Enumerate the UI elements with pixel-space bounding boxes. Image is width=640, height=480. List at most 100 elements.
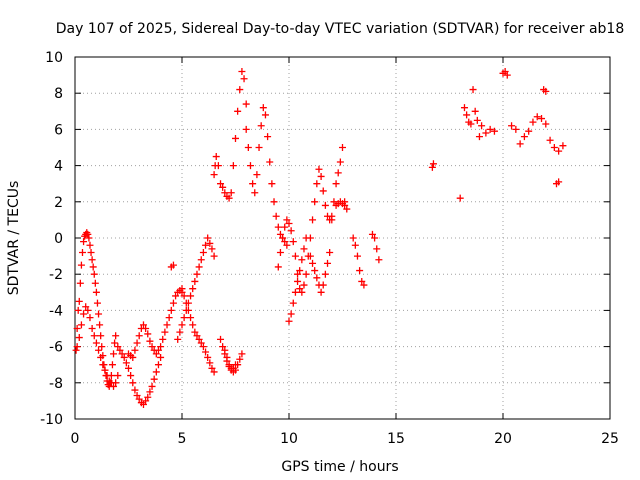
data-point: [285, 220, 293, 228]
y-tick-label: 0: [54, 231, 63, 247]
y-tick-label: 8: [54, 86, 63, 102]
data-point: [75, 334, 83, 342]
data-point: [482, 129, 490, 137]
data-point: [264, 133, 272, 141]
data-point: [191, 328, 199, 336]
data-point: [204, 353, 212, 361]
data-point: [154, 361, 162, 369]
data-point: [99, 361, 107, 369]
data-point: [167, 306, 175, 314]
data-point: [428, 163, 436, 171]
data-point: [154, 346, 162, 354]
data-point: [77, 261, 85, 269]
data-point: [238, 350, 246, 358]
data-point: [279, 234, 287, 242]
data-point: [227, 189, 235, 197]
data-point: [321, 201, 329, 209]
data-point: [146, 337, 154, 345]
x-axis-ticks: 0 5 10 15 20 25: [71, 57, 619, 447]
data-point: [501, 67, 509, 75]
data-point: [375, 256, 383, 264]
x-tick-label: 0: [71, 431, 80, 447]
data-point: [91, 279, 99, 287]
data-point: [538, 115, 546, 123]
data-point: [110, 350, 118, 358]
y-axis-ticks: -10 -8 -6 -4 -2 0 2 4 6 8 10: [40, 50, 610, 428]
data-point: [309, 259, 317, 267]
data-point: [114, 372, 122, 380]
data-point: [300, 245, 308, 253]
x-tick-label: 25: [601, 431, 619, 447]
data-point: [108, 361, 116, 369]
y-tick-label: 6: [54, 122, 63, 138]
data-point: [80, 238, 88, 246]
data-point: [490, 127, 498, 135]
data-point: [529, 118, 537, 126]
data-point: [368, 230, 376, 238]
data-point: [324, 259, 332, 267]
data-point: [219, 343, 227, 351]
data-point: [238, 67, 246, 75]
data-point: [187, 292, 195, 300]
data-point: [112, 379, 120, 387]
y-tick-label: -2: [49, 267, 63, 283]
data-point: [163, 321, 171, 329]
data-point: [302, 270, 310, 278]
data-point: [197, 256, 205, 264]
data-point: [142, 325, 150, 332]
data-point: [86, 241, 94, 249]
data-point: [208, 245, 216, 253]
data-point: [88, 256, 96, 264]
data-point: [80, 310, 88, 318]
data-point: [210, 171, 218, 179]
data-point: [456, 194, 464, 202]
data-point: [349, 234, 357, 242]
data-point: [315, 165, 323, 173]
data-point: [319, 187, 327, 195]
data-point: [157, 343, 165, 351]
data-point: [97, 353, 105, 361]
data-point: [289, 299, 297, 307]
data-point: [276, 230, 284, 238]
data-point: [95, 310, 103, 318]
data-point: [336, 158, 344, 166]
data-point: [178, 288, 186, 296]
data-point: [251, 189, 259, 197]
y-tick-label: 2: [54, 195, 63, 211]
data-point: [111, 339, 119, 347]
data-point: [261, 111, 269, 119]
data-point: [199, 248, 207, 256]
data-point: [204, 234, 212, 242]
data-point: [460, 104, 468, 112]
x-tick-label: 5: [178, 431, 187, 447]
data-point: [475, 133, 483, 141]
data-point: [287, 227, 295, 235]
data-point: [159, 335, 167, 343]
data-point: [266, 158, 274, 166]
data-point: [313, 274, 321, 282]
data-point: [103, 372, 111, 380]
data-point: [206, 239, 214, 247]
data-point: [152, 350, 160, 358]
data-point: [234, 107, 242, 115]
data-point: [146, 388, 154, 396]
data-point: [298, 288, 306, 296]
data-point: [131, 346, 139, 354]
data-point: [270, 198, 278, 206]
data-point: [300, 281, 308, 289]
data-point: [219, 183, 227, 191]
data-point: [189, 285, 197, 293]
data-point: [274, 263, 282, 271]
data-point: [317, 288, 325, 296]
data-point: [101, 366, 109, 374]
data-point: [77, 321, 85, 329]
data-point: [343, 205, 351, 213]
data-point: [328, 216, 336, 224]
data-point: [174, 335, 182, 343]
data-point: [180, 292, 188, 300]
data-point: [283, 241, 291, 249]
data-point: [131, 386, 139, 394]
data-point: [321, 270, 329, 278]
data-point: [255, 144, 263, 151]
